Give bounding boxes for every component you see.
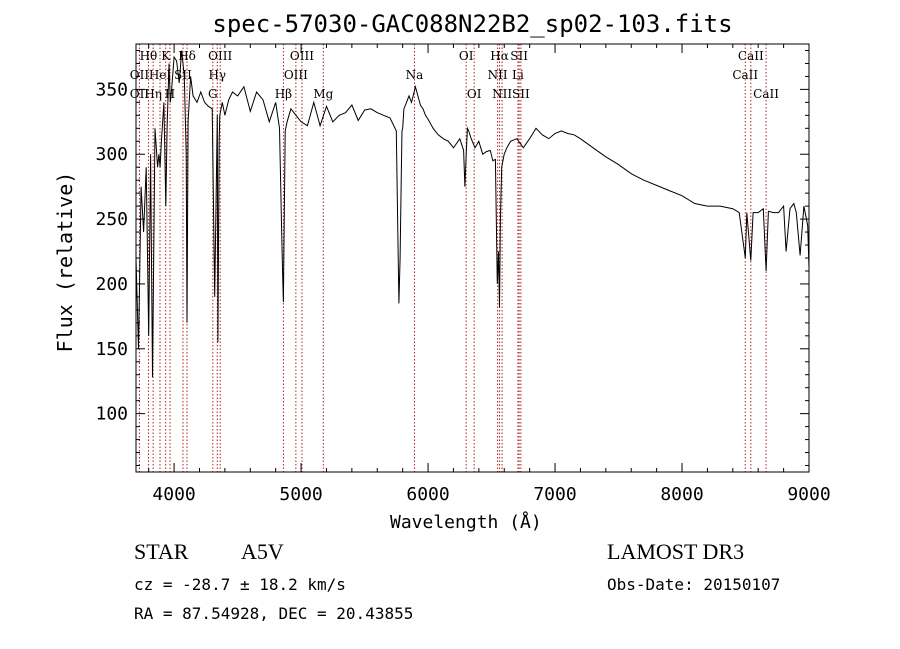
line-label: OIII (290, 49, 314, 63)
line-label: SII (510, 49, 528, 63)
line-label: Hα (490, 49, 509, 63)
x-tick-label: 7000 (533, 484, 576, 505)
chart-title: spec-57030-GAC088N22B2_sp02-103.fits (212, 10, 733, 38)
x-axis: 4000 5000 6000 7000 8000 9000 (148, 44, 831, 505)
survey-name: LAMOST DR3 (607, 539, 745, 564)
object-subclass: A5V (241, 539, 284, 564)
line-label: G (208, 87, 218, 101)
line-label: K (161, 49, 171, 63)
y-tick-label: 250 (95, 209, 128, 230)
spectrum-line (135, 50, 810, 378)
line-label: NII (492, 87, 512, 101)
line-label: Na (406, 68, 424, 82)
x-axis-label: Wavelength (Å) (390, 512, 542, 533)
line-label: CaII (732, 68, 758, 82)
line-label: Li (512, 68, 524, 82)
x-tick-label: 9000 (787, 484, 830, 505)
spectral-line-markers (138, 44, 767, 472)
line-label: HeI (149, 68, 172, 82)
y-tick-label: 300 (95, 144, 128, 165)
object-class: STAR (134, 539, 189, 564)
line-label: CaII (753, 87, 779, 101)
line-label: Hη (144, 87, 162, 101)
line-label: OII (130, 87, 150, 101)
y-tick-label: 350 (95, 79, 128, 100)
redshift-cz: cz = -28.7 ± 18.2 km/s (134, 575, 346, 594)
y-tick-label: 200 (95, 274, 128, 295)
y-axis-label: Flux (relative) (53, 172, 77, 353)
line-label: OI (459, 49, 474, 63)
line-label: OIII (284, 68, 308, 82)
x-tick-label: 4000 (152, 484, 195, 505)
line-label: SII (512, 87, 530, 101)
line-label: OIII (208, 49, 232, 63)
line-label: NII (488, 68, 508, 82)
line-label: OI (467, 87, 482, 101)
plot-frame (135, 43, 810, 473)
line-label: Hγ (208, 68, 226, 82)
observation-date: Obs-Date: 20150107 (607, 575, 781, 594)
y-axis: 100 150 200 250 300 350 (95, 49, 809, 467)
y-tick-label: 150 (95, 339, 128, 360)
x-tick-label: 8000 (660, 484, 703, 505)
line-label: OII (130, 68, 150, 82)
line-label: Hβ (275, 87, 292, 101)
line-label: Hθ (140, 49, 158, 63)
line-label: Mg (313, 87, 333, 101)
x-tick-label: 5000 (279, 484, 322, 505)
y-tick-label: 100 (95, 404, 128, 425)
line-label: CaII (738, 49, 764, 63)
coordinates: RA = 87.54928, DEC = 20.43855 (134, 604, 414, 623)
line-label: SII (174, 68, 192, 82)
x-tick-label: 6000 (406, 484, 449, 505)
